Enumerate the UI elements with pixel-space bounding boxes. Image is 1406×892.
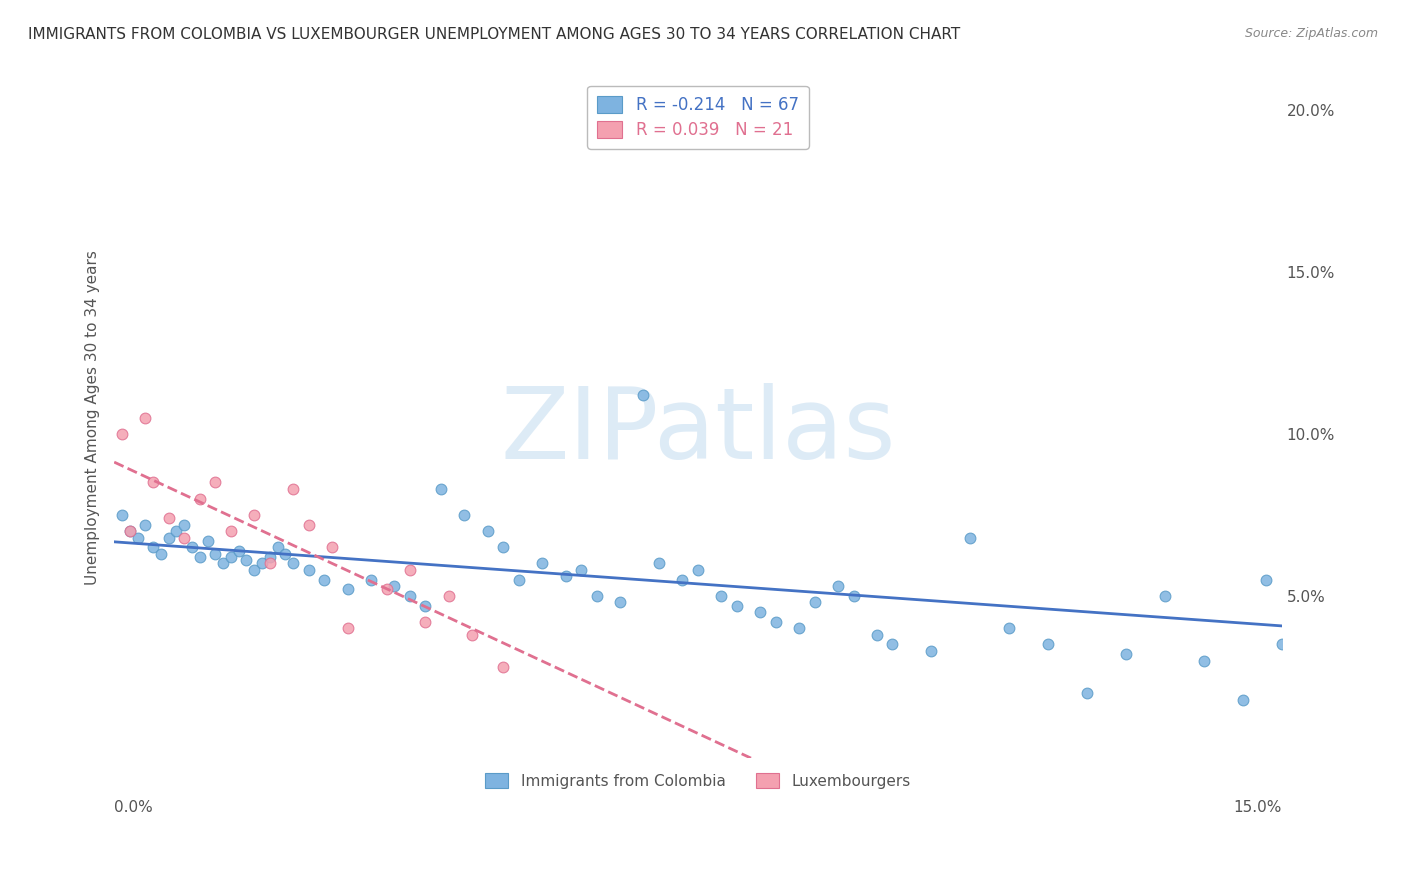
Point [920, 644, 942, 658]
Point [204, 547, 226, 561]
Point [725, 599, 748, 613]
Point [134, 517, 156, 532]
Point [274, 547, 297, 561]
Point [882, 638, 904, 652]
Point [259, 549, 281, 564]
Text: Source: ZipAtlas.com: Source: ZipAtlas.com [1244, 27, 1378, 40]
Point [453, 508, 475, 522]
Point [633, 388, 655, 402]
Point [492, 541, 515, 555]
Point [157, 511, 180, 525]
Point [188, 549, 211, 564]
Point [173, 517, 195, 532]
Point [765, 615, 787, 629]
Point [219, 549, 242, 564]
Text: 15.0%: 15.0% [1233, 799, 1281, 814]
Point [173, 531, 195, 545]
Point [219, 524, 242, 538]
Point [554, 569, 576, 583]
Point [228, 543, 250, 558]
Point [118, 524, 141, 538]
Point [1309, 573, 1331, 587]
Point [375, 582, 398, 597]
Point [142, 475, 165, 490]
Point [250, 557, 273, 571]
Point [803, 595, 825, 609]
Point [111, 508, 134, 522]
Point [1192, 654, 1215, 668]
Point [749, 605, 772, 619]
Point [243, 508, 266, 522]
Point [321, 541, 343, 555]
Y-axis label: Unemployment Among Ages 30 to 34 years: Unemployment Among Ages 30 to 34 years [86, 251, 100, 585]
Point [382, 579, 405, 593]
Point [127, 531, 149, 545]
Point [787, 621, 810, 635]
Point [259, 557, 281, 571]
Point [609, 595, 631, 609]
Point [1076, 686, 1098, 700]
Point [243, 563, 266, 577]
Point [188, 491, 211, 506]
Point [149, 547, 172, 561]
Point [298, 563, 321, 577]
Text: ZIPatlas: ZIPatlas [501, 383, 896, 480]
Point [298, 517, 321, 532]
Point [399, 563, 422, 577]
Point [1270, 638, 1292, 652]
Point [827, 579, 849, 593]
Point [212, 557, 235, 571]
Point [1286, 440, 1309, 454]
Legend: Immigrants from Colombia, Luxembourgers: Immigrants from Colombia, Luxembourgers [477, 764, 920, 797]
Point [314, 573, 336, 587]
Point [866, 628, 889, 642]
Point [336, 621, 359, 635]
Point [283, 482, 305, 496]
Point [142, 541, 165, 555]
Point [1232, 692, 1254, 706]
Point [585, 589, 607, 603]
Point [283, 557, 305, 571]
Point [415, 599, 437, 613]
Point [531, 557, 554, 571]
Point [1115, 647, 1137, 661]
Point [266, 541, 288, 555]
Point [842, 589, 865, 603]
Point [430, 482, 453, 496]
Point [157, 531, 180, 545]
Point [1036, 638, 1059, 652]
Point [492, 660, 515, 674]
Point [569, 563, 592, 577]
Point [461, 628, 484, 642]
Point [235, 553, 257, 567]
Point [477, 524, 499, 538]
Point [959, 531, 981, 545]
Point [686, 563, 709, 577]
Point [415, 615, 437, 629]
Point [508, 573, 530, 587]
Point [1153, 589, 1175, 603]
Point [998, 621, 1021, 635]
Point [360, 573, 382, 587]
Point [1254, 573, 1277, 587]
Point [710, 589, 733, 603]
Point [111, 426, 134, 441]
Point [336, 582, 359, 597]
Point [134, 410, 156, 425]
Point [437, 589, 460, 603]
Point [181, 541, 204, 555]
Text: IMMIGRANTS FROM COLOMBIA VS LUXEMBOURGER UNEMPLOYMENT AMONG AGES 30 TO 34 YEARS : IMMIGRANTS FROM COLOMBIA VS LUXEMBOURGER… [28, 27, 960, 42]
Point [671, 573, 693, 587]
Point [197, 533, 219, 548]
Point [204, 475, 226, 490]
Point [165, 524, 187, 538]
Point [399, 589, 422, 603]
Point [648, 557, 671, 571]
Point [118, 524, 141, 538]
Text: 0.0%: 0.0% [114, 799, 153, 814]
